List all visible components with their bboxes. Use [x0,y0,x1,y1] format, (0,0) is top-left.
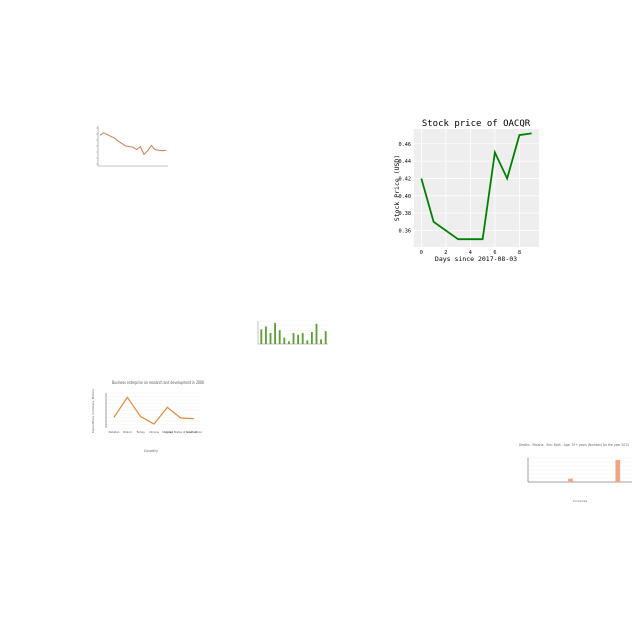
y-tick-label: 0.40 [399,194,412,200]
bar [292,332,295,344]
bars [260,322,327,344]
bar [297,334,300,344]
bar [320,339,323,344]
x-axis-label: Countries [573,499,588,503]
x-axis-label: Days since 2017-08-03 [435,255,517,263]
bar [260,329,263,344]
grid [528,457,632,479]
x-tick-label: Poland [123,430,132,434]
x-tick-label: 2 [444,250,447,256]
stock-price-chart: Stock price of OACQR 0.36 0.38 0.40 0.42 0.4… [393,119,539,263]
plot-background [414,129,539,247]
bar [568,478,573,482]
y-axis-label: Stock Price (USD) [393,155,401,222]
chart-title-line-1: Business enterprise on research and deve… [112,380,204,386]
x-tick-label: Turkey [136,430,145,434]
x-axis-label: Country [144,449,159,453]
y-tick-label: 0.44 [399,159,412,165]
bar [310,332,313,344]
stock-price-line [420,132,532,241]
y-tick-label: 0.46 [399,142,412,148]
business-rd-chart: Business enterprise on research and deve… [91,380,204,453]
y-tick-label: 0.38 [399,211,412,217]
x-tick-label: Uruguay [162,430,173,434]
x-tick-labels: 0 2 4 6 8 [420,250,521,256]
bar-chart-small-center [257,320,328,345]
bar [301,332,304,344]
x-tick-label: 8 [518,250,521,256]
y-ticks [96,127,98,165]
bar [324,331,327,344]
malaria-deaths-chart: Deaths - Malaria - Sex: Both - Age: 70+ … [519,443,632,503]
bar [269,332,272,344]
x-tick-labels: Pakistan Poland Turkey Ukraine UruguayUnited… [109,430,203,434]
y-tick-labels: 0.36 0.38 0.40 0.42 0.44 0.46 [399,142,412,235]
y-tick-label: 0.36 [399,229,412,235]
x-tick-label: Pakistan [109,430,120,434]
x-tick-label: South Africa [186,430,202,434]
bar [306,340,309,344]
series-line [99,132,167,156]
grid [106,392,200,429]
bar [274,322,277,344]
bar [264,326,267,344]
bar [615,459,621,482]
chart-title: Deaths - Malaria - Sex: Both - Age: 70+ … [519,443,629,447]
plot-frame [98,126,168,166]
bar [283,337,286,344]
y-tick-label: 0.42 [399,176,412,182]
chart-title: Stock price of OACQR [422,119,531,129]
x-tick-label: 0 [420,250,423,256]
x-tick-label: Ukraine [149,430,159,434]
line-chart-small-top-left [96,126,168,167]
bar [287,341,290,344]
x-tick-label: 4 [469,250,472,256]
y-axis-label: Expenditure (in Dollars, Million) [91,389,95,433]
grid [414,129,539,247]
bar [278,330,281,344]
bar [315,323,318,344]
x-tick-label: United States of America [164,430,197,434]
bars [568,459,621,482]
x-tick-label: 6 [493,250,496,256]
series-line [113,396,195,425]
